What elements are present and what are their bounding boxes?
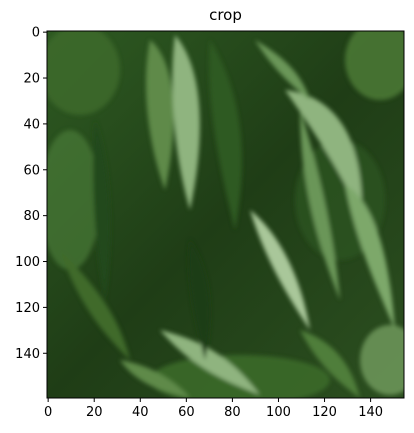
x-tick-label: 60 — [178, 405, 195, 420]
y-tick-label: 80 — [23, 209, 40, 224]
y-tick-label: 120 — [15, 301, 40, 316]
x-tick-label: 0 — [44, 405, 52, 420]
y-tick-label: 20 — [23, 72, 40, 87]
x-tick-label: 20 — [86, 405, 103, 420]
x-tick-label: 140 — [358, 405, 383, 420]
y-tick-label: 0 — [32, 26, 40, 41]
y-axis: 0 20 40 60 80 100 120 140 — [15, 26, 47, 362]
y-tick-label: 100 — [15, 255, 40, 270]
x-axis: 0 20 40 60 80 100 120 140 — [44, 398, 383, 420]
x-tick-label: 120 — [312, 405, 337, 420]
x-tick-label: 40 — [132, 405, 149, 420]
image-title: crop — [209, 6, 242, 24]
y-tick-label: 60 — [23, 163, 40, 178]
axes-frame — [46, 30, 405, 399]
x-tick-label: 80 — [224, 405, 241, 420]
crop-image — [47, 31, 404, 398]
y-tick-label: 140 — [15, 347, 40, 362]
y-tick-label: 40 — [23, 117, 40, 132]
x-tick-label: 100 — [266, 405, 291, 420]
